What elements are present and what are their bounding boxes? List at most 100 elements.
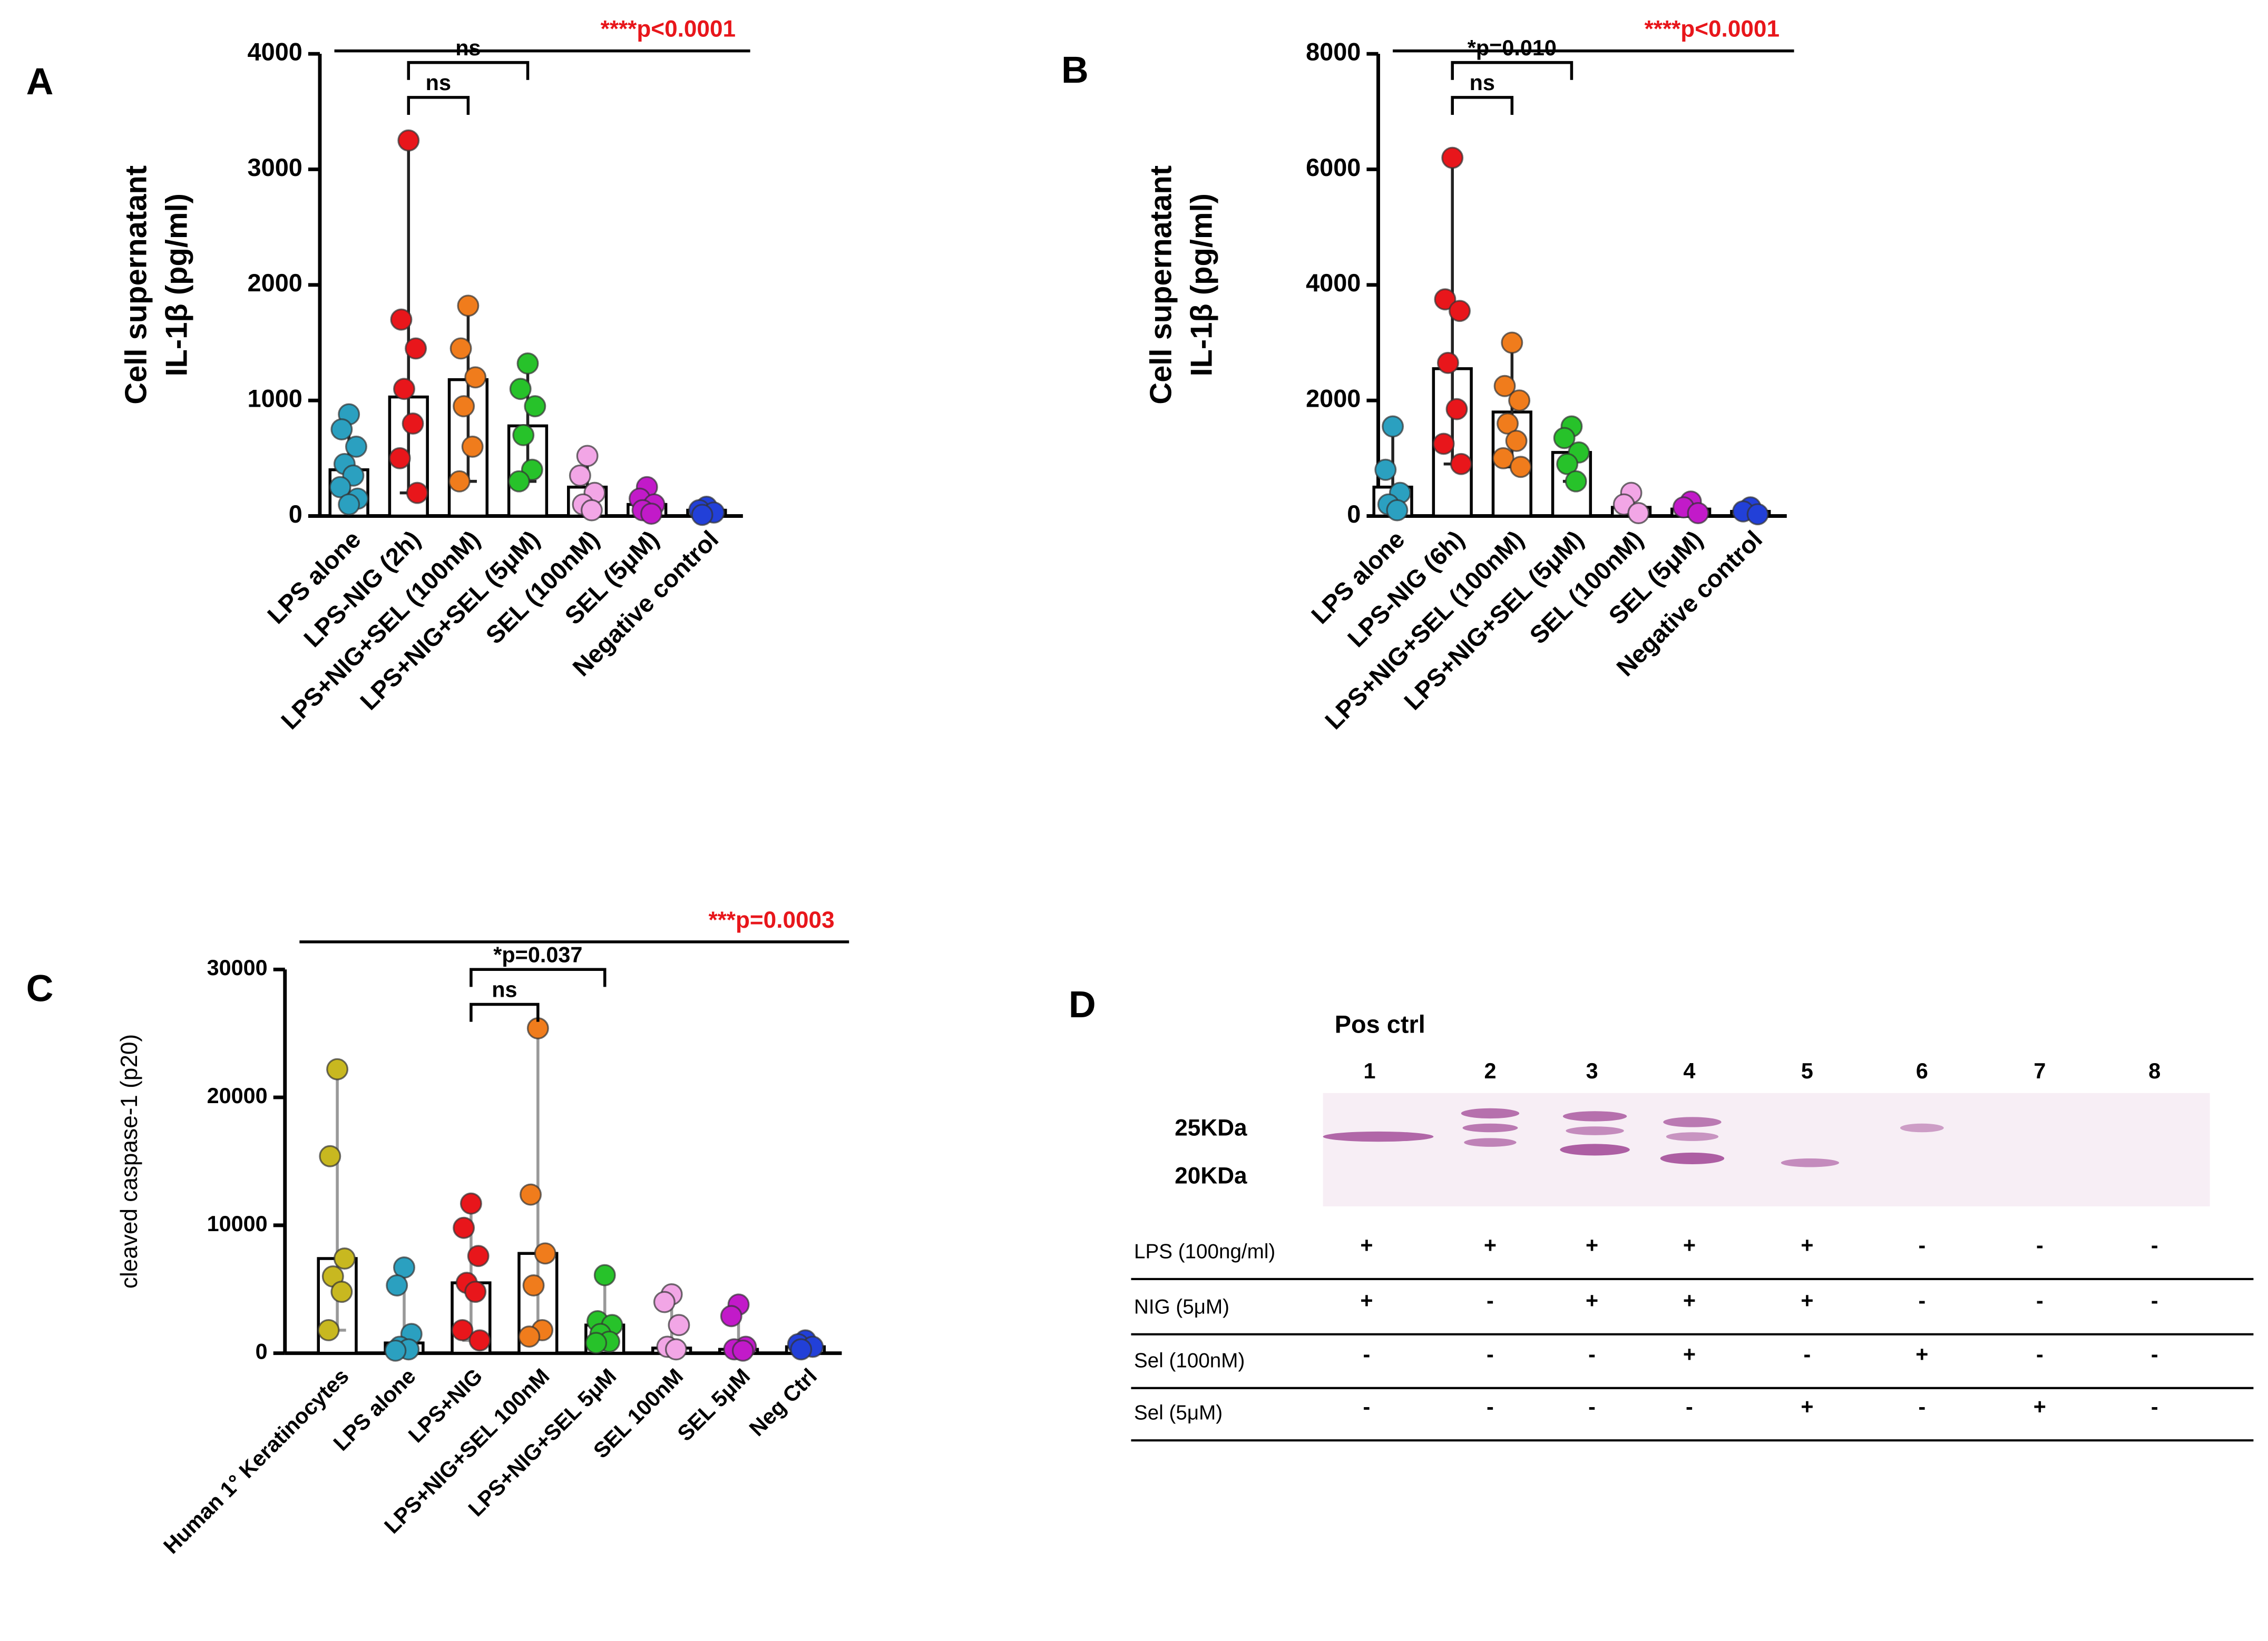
row-cell: - bbox=[1588, 1342, 1596, 1367]
row-cell: - bbox=[1686, 1394, 1693, 1419]
lane-number: 3 bbox=[1586, 1059, 1598, 1083]
row-cell: - bbox=[1918, 1289, 1925, 1313]
significance-label: ****p<0.0001 bbox=[601, 16, 736, 42]
data-point bbox=[405, 337, 427, 360]
y-tick-label: 2000 bbox=[248, 269, 302, 297]
data-point bbox=[338, 493, 360, 516]
lane-number: 1 bbox=[1363, 1059, 1375, 1083]
row-cell: + bbox=[1586, 1233, 1598, 1257]
data-point bbox=[524, 395, 546, 418]
x-tick-label: Neg Ctrl bbox=[745, 1364, 822, 1441]
data-point bbox=[1386, 499, 1409, 522]
row-cell: + bbox=[1801, 1289, 1813, 1313]
data-point bbox=[453, 395, 475, 418]
panel-label: C bbox=[26, 968, 54, 1010]
row-cell: - bbox=[2151, 1342, 2158, 1367]
data-point bbox=[386, 1274, 408, 1296]
y-tick-label: 8000 bbox=[1306, 38, 1361, 66]
y-tick-label: 10000 bbox=[207, 1212, 268, 1236]
size-marker: 20KDa bbox=[1175, 1163, 1247, 1188]
data-point bbox=[593, 1264, 616, 1286]
data-point bbox=[507, 470, 530, 493]
data-point bbox=[402, 412, 424, 435]
data-point bbox=[520, 1183, 542, 1206]
data-point bbox=[585, 1332, 608, 1354]
significance-label: ns bbox=[492, 978, 517, 1002]
row-cell: - bbox=[1918, 1394, 1925, 1419]
data-point bbox=[516, 352, 539, 375]
data-point bbox=[330, 418, 353, 440]
data-point bbox=[1505, 429, 1528, 452]
y-axis-label: Cell supernatant bbox=[119, 165, 153, 405]
row-cell: + bbox=[1801, 1233, 1813, 1257]
data-point bbox=[406, 482, 428, 504]
row-cell: - bbox=[1487, 1394, 1494, 1419]
y-tick-label: 1000 bbox=[248, 385, 302, 412]
data-point bbox=[691, 504, 713, 526]
data-point bbox=[384, 1339, 407, 1362]
data-point bbox=[1493, 375, 1516, 397]
row-cell: - bbox=[1487, 1289, 1494, 1313]
significance-bracket bbox=[470, 968, 607, 987]
row-cell: - bbox=[1363, 1394, 1371, 1419]
data-point bbox=[580, 499, 603, 522]
row-cell: - bbox=[1363, 1342, 1371, 1367]
row-cell: - bbox=[2151, 1233, 2158, 1257]
lane-number: 6 bbox=[1916, 1059, 1928, 1083]
data-point bbox=[1565, 470, 1587, 493]
data-point bbox=[1746, 503, 1769, 526]
y-tick-label: 2000 bbox=[1306, 385, 1361, 412]
significance-bracket bbox=[470, 1003, 540, 1022]
data-point bbox=[1450, 453, 1472, 475]
y-tick-label: 3000 bbox=[248, 154, 302, 181]
data-point bbox=[1556, 453, 1579, 475]
data-point bbox=[388, 447, 411, 469]
data-point bbox=[534, 1242, 556, 1265]
y-tick-label: 4000 bbox=[248, 38, 302, 66]
row-cell: + bbox=[1915, 1342, 1928, 1367]
data-point bbox=[1374, 458, 1397, 481]
data-point bbox=[1492, 447, 1514, 469]
row-cell: + bbox=[1360, 1233, 1373, 1257]
data-point bbox=[333, 1247, 356, 1270]
blot-title: Pos ctrl bbox=[1335, 1010, 1425, 1038]
data-point bbox=[326, 1058, 349, 1080]
row-cell: + bbox=[1801, 1394, 1813, 1419]
y-tick-label: 30000 bbox=[207, 956, 268, 980]
row-cell: - bbox=[1588, 1394, 1596, 1419]
row-cell: + bbox=[1586, 1289, 1598, 1313]
row-cell: - bbox=[2036, 1342, 2044, 1367]
row-label: LPS (100ng/ml) bbox=[1134, 1240, 1275, 1263]
row-cell: + bbox=[2034, 1394, 2046, 1419]
data-point bbox=[468, 1329, 491, 1352]
significance-label: ns bbox=[455, 36, 481, 60]
data-point bbox=[640, 503, 662, 525]
y-axis-label: cleaved caspase-1 (p20) bbox=[116, 1034, 142, 1289]
data-point bbox=[1432, 433, 1455, 455]
data-point bbox=[1441, 146, 1464, 169]
data-point bbox=[509, 378, 532, 400]
y-tick-label: 4000 bbox=[1306, 269, 1361, 297]
significance-label: *p=0.010 bbox=[1468, 36, 1557, 60]
y-tick-label: 0 bbox=[289, 500, 302, 528]
y-axis-label: IL-1β (pg/ml) bbox=[1185, 193, 1219, 376]
data-point bbox=[1687, 502, 1709, 524]
data-point bbox=[457, 294, 480, 317]
data-point bbox=[790, 1338, 813, 1361]
row-cell: + bbox=[1683, 1233, 1696, 1257]
data-point bbox=[330, 1281, 353, 1303]
data-point bbox=[576, 445, 599, 467]
y-tick-label: 20000 bbox=[207, 1084, 268, 1108]
significance-bracket bbox=[1451, 96, 1514, 115]
data-point bbox=[1382, 415, 1404, 438]
blot-membrane bbox=[1323, 1093, 2210, 1207]
row-label: NIG (5μM) bbox=[1134, 1295, 1229, 1318]
data-point bbox=[1445, 398, 1468, 420]
data-point bbox=[397, 129, 420, 152]
row-label: Sel (100nM) bbox=[1134, 1349, 1245, 1372]
y-tick-label: 0 bbox=[256, 1340, 268, 1364]
row-cell: - bbox=[2036, 1289, 2044, 1313]
row-cell: - bbox=[2036, 1233, 2044, 1257]
row-cell: - bbox=[2151, 1394, 2158, 1419]
data-point bbox=[448, 470, 471, 493]
